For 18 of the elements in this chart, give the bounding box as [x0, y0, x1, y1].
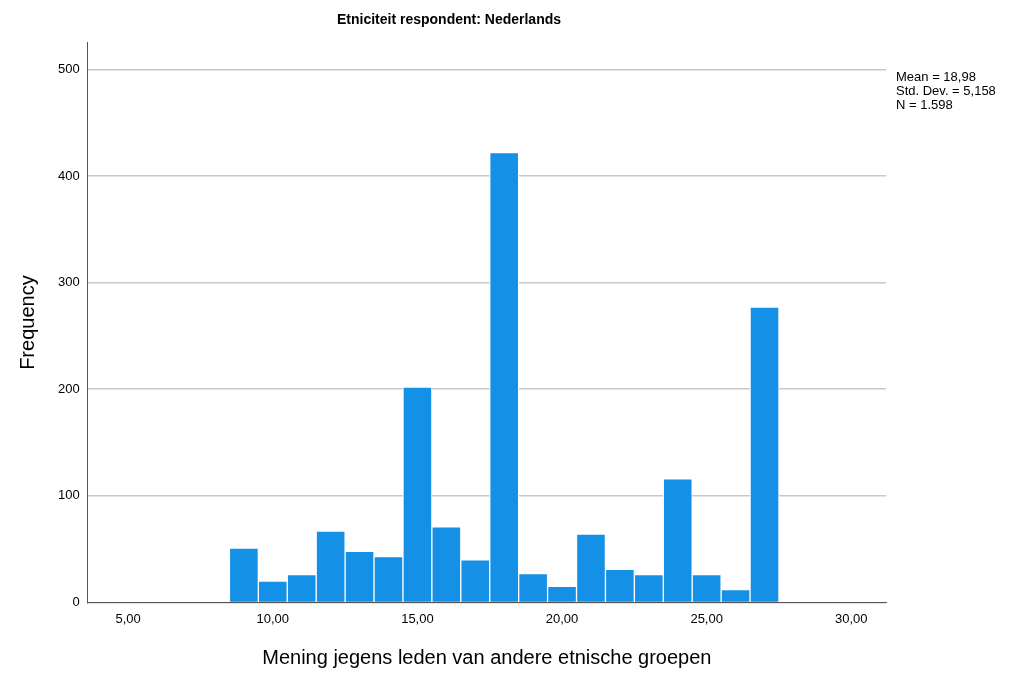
x-tick-label: 15,00	[401, 610, 434, 626]
y-tick-label: 400	[57, 167, 80, 183]
chart-title: Etniciteit respondent: Nederlands	[336, 11, 562, 28]
text: Mean = 18,98	[896, 68, 976, 84]
y-axis-title: Frequency	[15, 275, 38, 370]
x-tick-label: 30,00	[835, 610, 868, 626]
y-tick-label: 0	[72, 593, 80, 609]
y-tick-label: 500	[57, 61, 80, 77]
x-tick-label: 5,00	[115, 610, 141, 626]
y-tick-label: 200	[57, 380, 80, 396]
text: Std. Dev. = 5,158	[896, 82, 996, 98]
x-tick-label: 10,00	[256, 610, 290, 626]
y-tick-label: 300	[57, 274, 80, 290]
x-tick-label: 20,00	[545, 610, 579, 626]
x-tick-label: 25,00	[690, 610, 723, 626]
y-tick-label: 100	[57, 487, 80, 503]
x-axis-title: Mening jegens leden van andere etnische groepen	[262, 645, 712, 668]
text: N = 1.598	[896, 96, 953, 112]
